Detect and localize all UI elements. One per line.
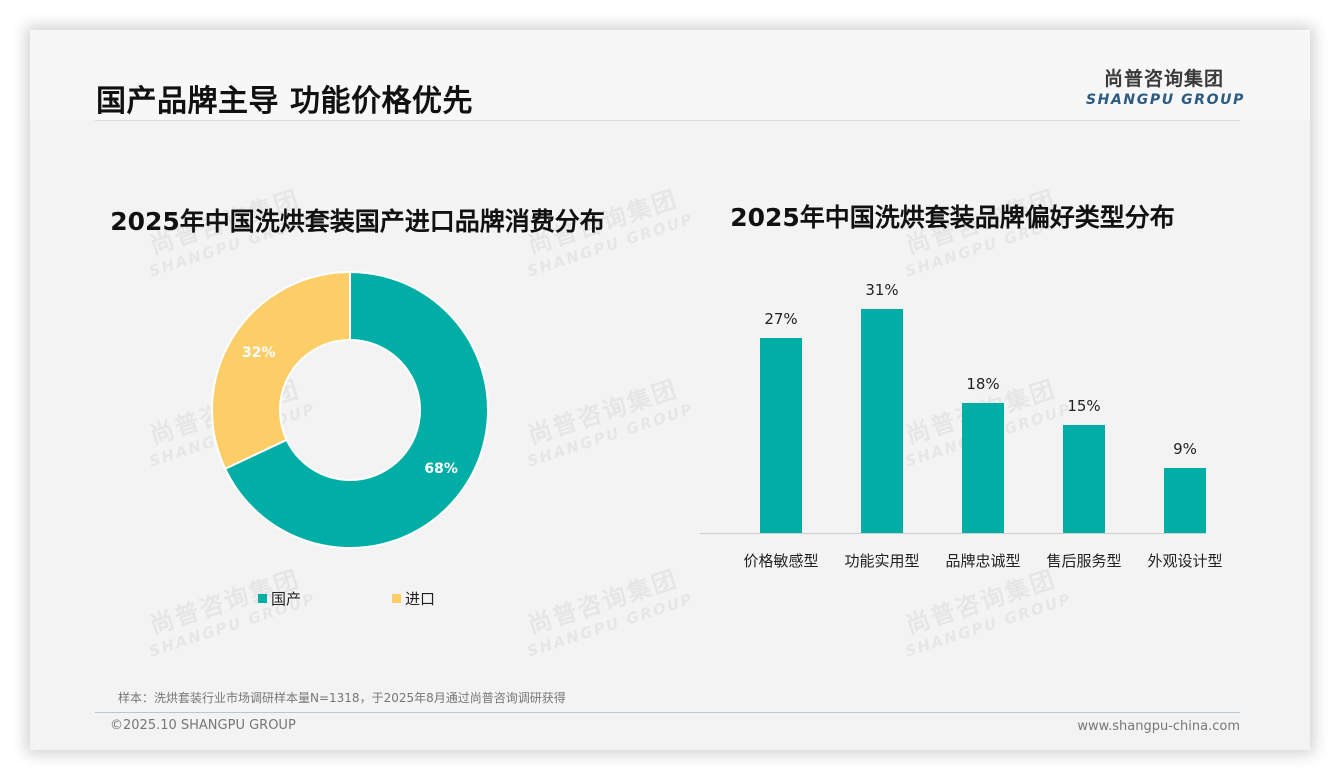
bar-value-label: 18%	[966, 374, 1000, 393]
watermark-en: SHANGPU GROUP	[524, 399, 696, 471]
bar	[861, 309, 903, 533]
donut-slice-0	[223, 270, 489, 549]
footer-divider	[95, 712, 1240, 713]
page-title: 国产品牌主导 功能价格优先	[96, 84, 473, 119]
legend-label: 国产	[271, 590, 302, 608]
watermark-cn: 尚普咨询集团	[524, 374, 682, 450]
bar	[760, 337, 802, 533]
watermark: 尚普咨询集团 SHANGPU GROUP	[514, 366, 696, 471]
bar	[962, 402, 1004, 533]
header-divider	[95, 120, 1240, 121]
legend-item-imported: 进口	[392, 588, 435, 609]
legend-item-domestic: 国产	[258, 588, 301, 609]
sample-footnote: 样本：洗烘套装行业市场调研样本量N=1318，于2025年8月通过尚普咨询调研获…	[118, 691, 566, 705]
website-link[interactable]: www.shangpu-china.com	[1077, 719, 1240, 734]
bar	[1063, 424, 1105, 533]
bar-value-label: 31%	[865, 281, 899, 299]
bar-category-label: 价格敏感型	[743, 552, 819, 570]
legend-label: 进口	[405, 590, 436, 608]
bar-value-label: 15%	[1067, 396, 1101, 415]
copyright-text: ©2025.10 SHANGPU GROUP	[110, 718, 296, 733]
watermark-en: SHANGPU GROUP	[902, 589, 1074, 661]
bar-value-label: 27%	[764, 309, 798, 328]
bar	[1164, 467, 1206, 533]
donut-slice-label: 68%	[424, 461, 458, 477]
header-band	[30, 30, 1310, 120]
legend-swatch-yellow-icon	[392, 594, 401, 603]
logo-en-text: SHANGPU GROUP	[1086, 92, 1245, 108]
bar-category-label: 售后服务型	[1046, 552, 1122, 570]
bar-category-label: 品牌忠诚型	[945, 552, 1021, 570]
company-logo: 尚普咨询集团 SHANGPU GROUP	[1086, 64, 1245, 108]
donut-chart-title: 2025年中国洗烘套装国产进口品牌消费分布	[110, 207, 605, 236]
donut-chart: 68% 32%	[211, 270, 489, 549]
bar-category-label: 外观设计型	[1147, 552, 1223, 570]
bar-category-label: 功能实用型	[844, 552, 920, 570]
bar-value-label: 9%	[1173, 439, 1197, 458]
slide: 尚普咨询集团 SHANGPU GROUP 尚普咨询集团 SHANGPU GROU…	[30, 30, 1310, 750]
logo-cn-text: 尚普咨询集团	[1103, 68, 1224, 90]
legend-swatch-teal-icon	[258, 594, 267, 603]
bar-chart: 27% 价格敏感型 31% 功能实用型 18% 品牌忠诚型 15% 售后服务型 9% 外观设计型	[700, 270, 1223, 580]
bar-chart-title: 2025年中国洗烘套装品牌偏好类型分布	[730, 203, 1175, 232]
donut-slice-1	[211, 270, 351, 471]
donut-legend: 国产 进口	[30, 588, 670, 612]
donut-slice-label: 32%	[242, 345, 276, 361]
x-axis-line	[700, 533, 1206, 534]
